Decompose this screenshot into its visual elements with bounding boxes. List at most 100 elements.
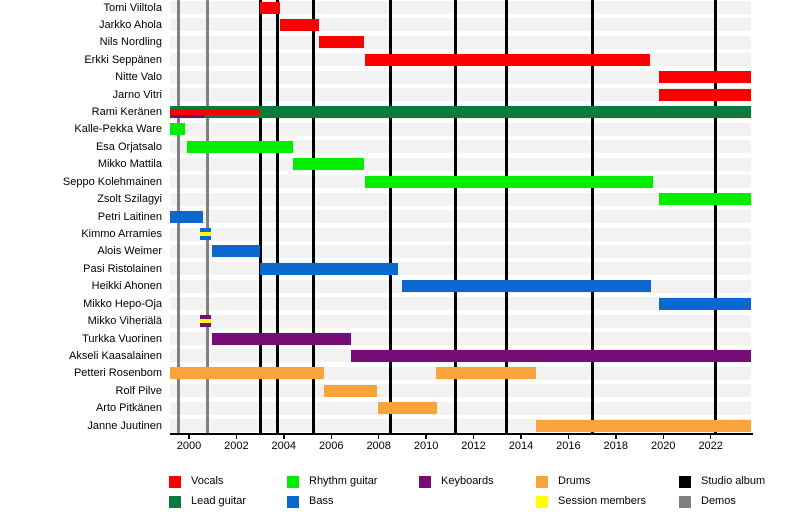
legend-label: Rhythm guitar — [309, 475, 378, 487]
demo-line — [206, 0, 210, 433]
member-label: Jarkko Ahola — [99, 18, 162, 31]
member-label: Tomi Viiltola — [103, 1, 163, 14]
member-bar-drums — [324, 384, 378, 397]
row-stripe — [170, 401, 751, 415]
row-stripe — [170, 227, 751, 241]
member-bar-keyboards — [351, 349, 751, 362]
session-stripe — [199, 319, 212, 324]
member-label: Zsolt Szilagyi — [97, 193, 162, 206]
row-stripe — [170, 314, 751, 328]
year-tick-label: 2020 — [651, 440, 676, 452]
year-tick — [330, 435, 332, 439]
member-bar-bass — [402, 280, 652, 293]
member-bar-bass — [260, 262, 398, 275]
member-bar-rhythm_guitar — [658, 193, 751, 206]
year-tick-label: 2012 — [461, 440, 486, 452]
legend-swatch-demos — [679, 496, 691, 508]
member-label: Nils Nordling — [99, 36, 162, 49]
year-tick — [235, 435, 238, 439]
member-bar-rhythm_guitar — [293, 158, 365, 171]
legend-swatch-session — [536, 496, 548, 508]
row-stripe — [170, 210, 751, 223]
session-stripe — [199, 232, 212, 236]
legend-swatch-vocals — [169, 476, 181, 488]
legend-swatch-bass — [287, 496, 299, 508]
year-tick — [425, 435, 427, 439]
year-tick — [615, 435, 617, 439]
member-bar-keyboards — [199, 315, 212, 328]
member-label: Seppo Kolehmainen — [62, 175, 162, 188]
member-label: Petri Laitinen — [97, 210, 162, 223]
member-bar-vocals — [319, 36, 365, 49]
legend-label: Keyboards — [441, 475, 494, 487]
year-tick-label: 2002 — [224, 440, 249, 452]
legend-label: Lead guitar — [191, 495, 247, 507]
row-stripe — [170, 157, 751, 171]
row-stripe — [170, 122, 751, 136]
year-tick-label: 2006 — [319, 440, 344, 452]
row-stripe — [170, 140, 751, 154]
legend-swatch-drums — [536, 476, 548, 488]
row-stripe — [170, 18, 751, 32]
member-label: Nitte Valo — [115, 71, 162, 84]
legend-swatch-rhythm_guitar — [287, 476, 299, 488]
member-bar-bass — [170, 210, 204, 223]
row-stripe — [170, 192, 751, 206]
member-bar-bass — [211, 245, 261, 258]
member-label: Akseli Kaasalainen — [69, 349, 162, 362]
legend-swatch-studio_album — [679, 476, 691, 488]
member-bar-vocals — [170, 109, 261, 115]
member-label: Kimmo Arramies — [81, 228, 162, 240]
member-label: Turkka Vuorinen — [82, 332, 162, 345]
axis-baseline — [170, 433, 753, 435]
legend-label: Session members — [558, 495, 647, 507]
member-bar-vocals — [364, 53, 651, 66]
studio-album-line — [275, 0, 279, 433]
member-bar-rhythm_guitar — [186, 140, 294, 153]
row-stripe — [170, 88, 751, 102]
member-label: Jarno Vitri — [112, 88, 162, 101]
member-label: Petteri Rosenbom — [73, 367, 162, 380]
year-tick — [567, 435, 570, 439]
member-bar-bass — [658, 297, 751, 310]
member-label: Alois Weimer — [97, 245, 162, 258]
member-bar-drums — [536, 419, 751, 432]
year-tick — [377, 435, 380, 439]
legend-label: Demos — [701, 495, 736, 507]
member-bar-keyboards — [170, 115, 205, 118]
row-stripe — [170, 384, 751, 398]
studio-album-line — [713, 0, 717, 433]
member-label: Erkki Seppänen — [84, 53, 162, 66]
year-tick-label: 2010 — [413, 440, 439, 452]
member-bar-drums — [377, 402, 437, 415]
member-label: Rami Keränen — [91, 106, 162, 118]
member-label: Esa Orjatsalo — [95, 140, 162, 153]
row-stripe — [170, 1, 751, 14]
member-bar-rhythm_guitar — [364, 175, 653, 188]
year-tick — [520, 435, 522, 439]
legend-label: Drums — [558, 475, 591, 487]
member-label: Rolf Pilve — [115, 384, 162, 397]
legend-swatch-lead_guitar — [169, 496, 181, 508]
year-tick — [472, 435, 475, 439]
member-label: Pasi Ristolainen — [83, 262, 162, 275]
year-tick-label: 2008 — [366, 440, 391, 452]
year-tick-label: 2018 — [603, 440, 629, 452]
member-bar-vocals — [260, 1, 281, 14]
studio-album-line — [312, 0, 315, 433]
year-tick — [283, 435, 285, 439]
year-tick-label: 2016 — [556, 440, 581, 452]
member-bar-bass — [199, 228, 212, 240]
member-bar-lead_guitar — [170, 106, 751, 118]
member-bar-vocals — [658, 88, 751, 101]
studio-album-line — [389, 0, 392, 433]
year-tick — [709, 435, 712, 439]
member-label: Janne Juutinen — [87, 419, 162, 432]
member-label: Heikki Ahonen — [91, 280, 162, 293]
row-stripe — [170, 35, 751, 49]
studio-album-line — [454, 0, 458, 433]
legend-label: Studio album — [701, 475, 766, 487]
member-bar-rhythm_guitar — [170, 123, 186, 136]
member-label: Arto Pitkänen — [95, 402, 162, 415]
